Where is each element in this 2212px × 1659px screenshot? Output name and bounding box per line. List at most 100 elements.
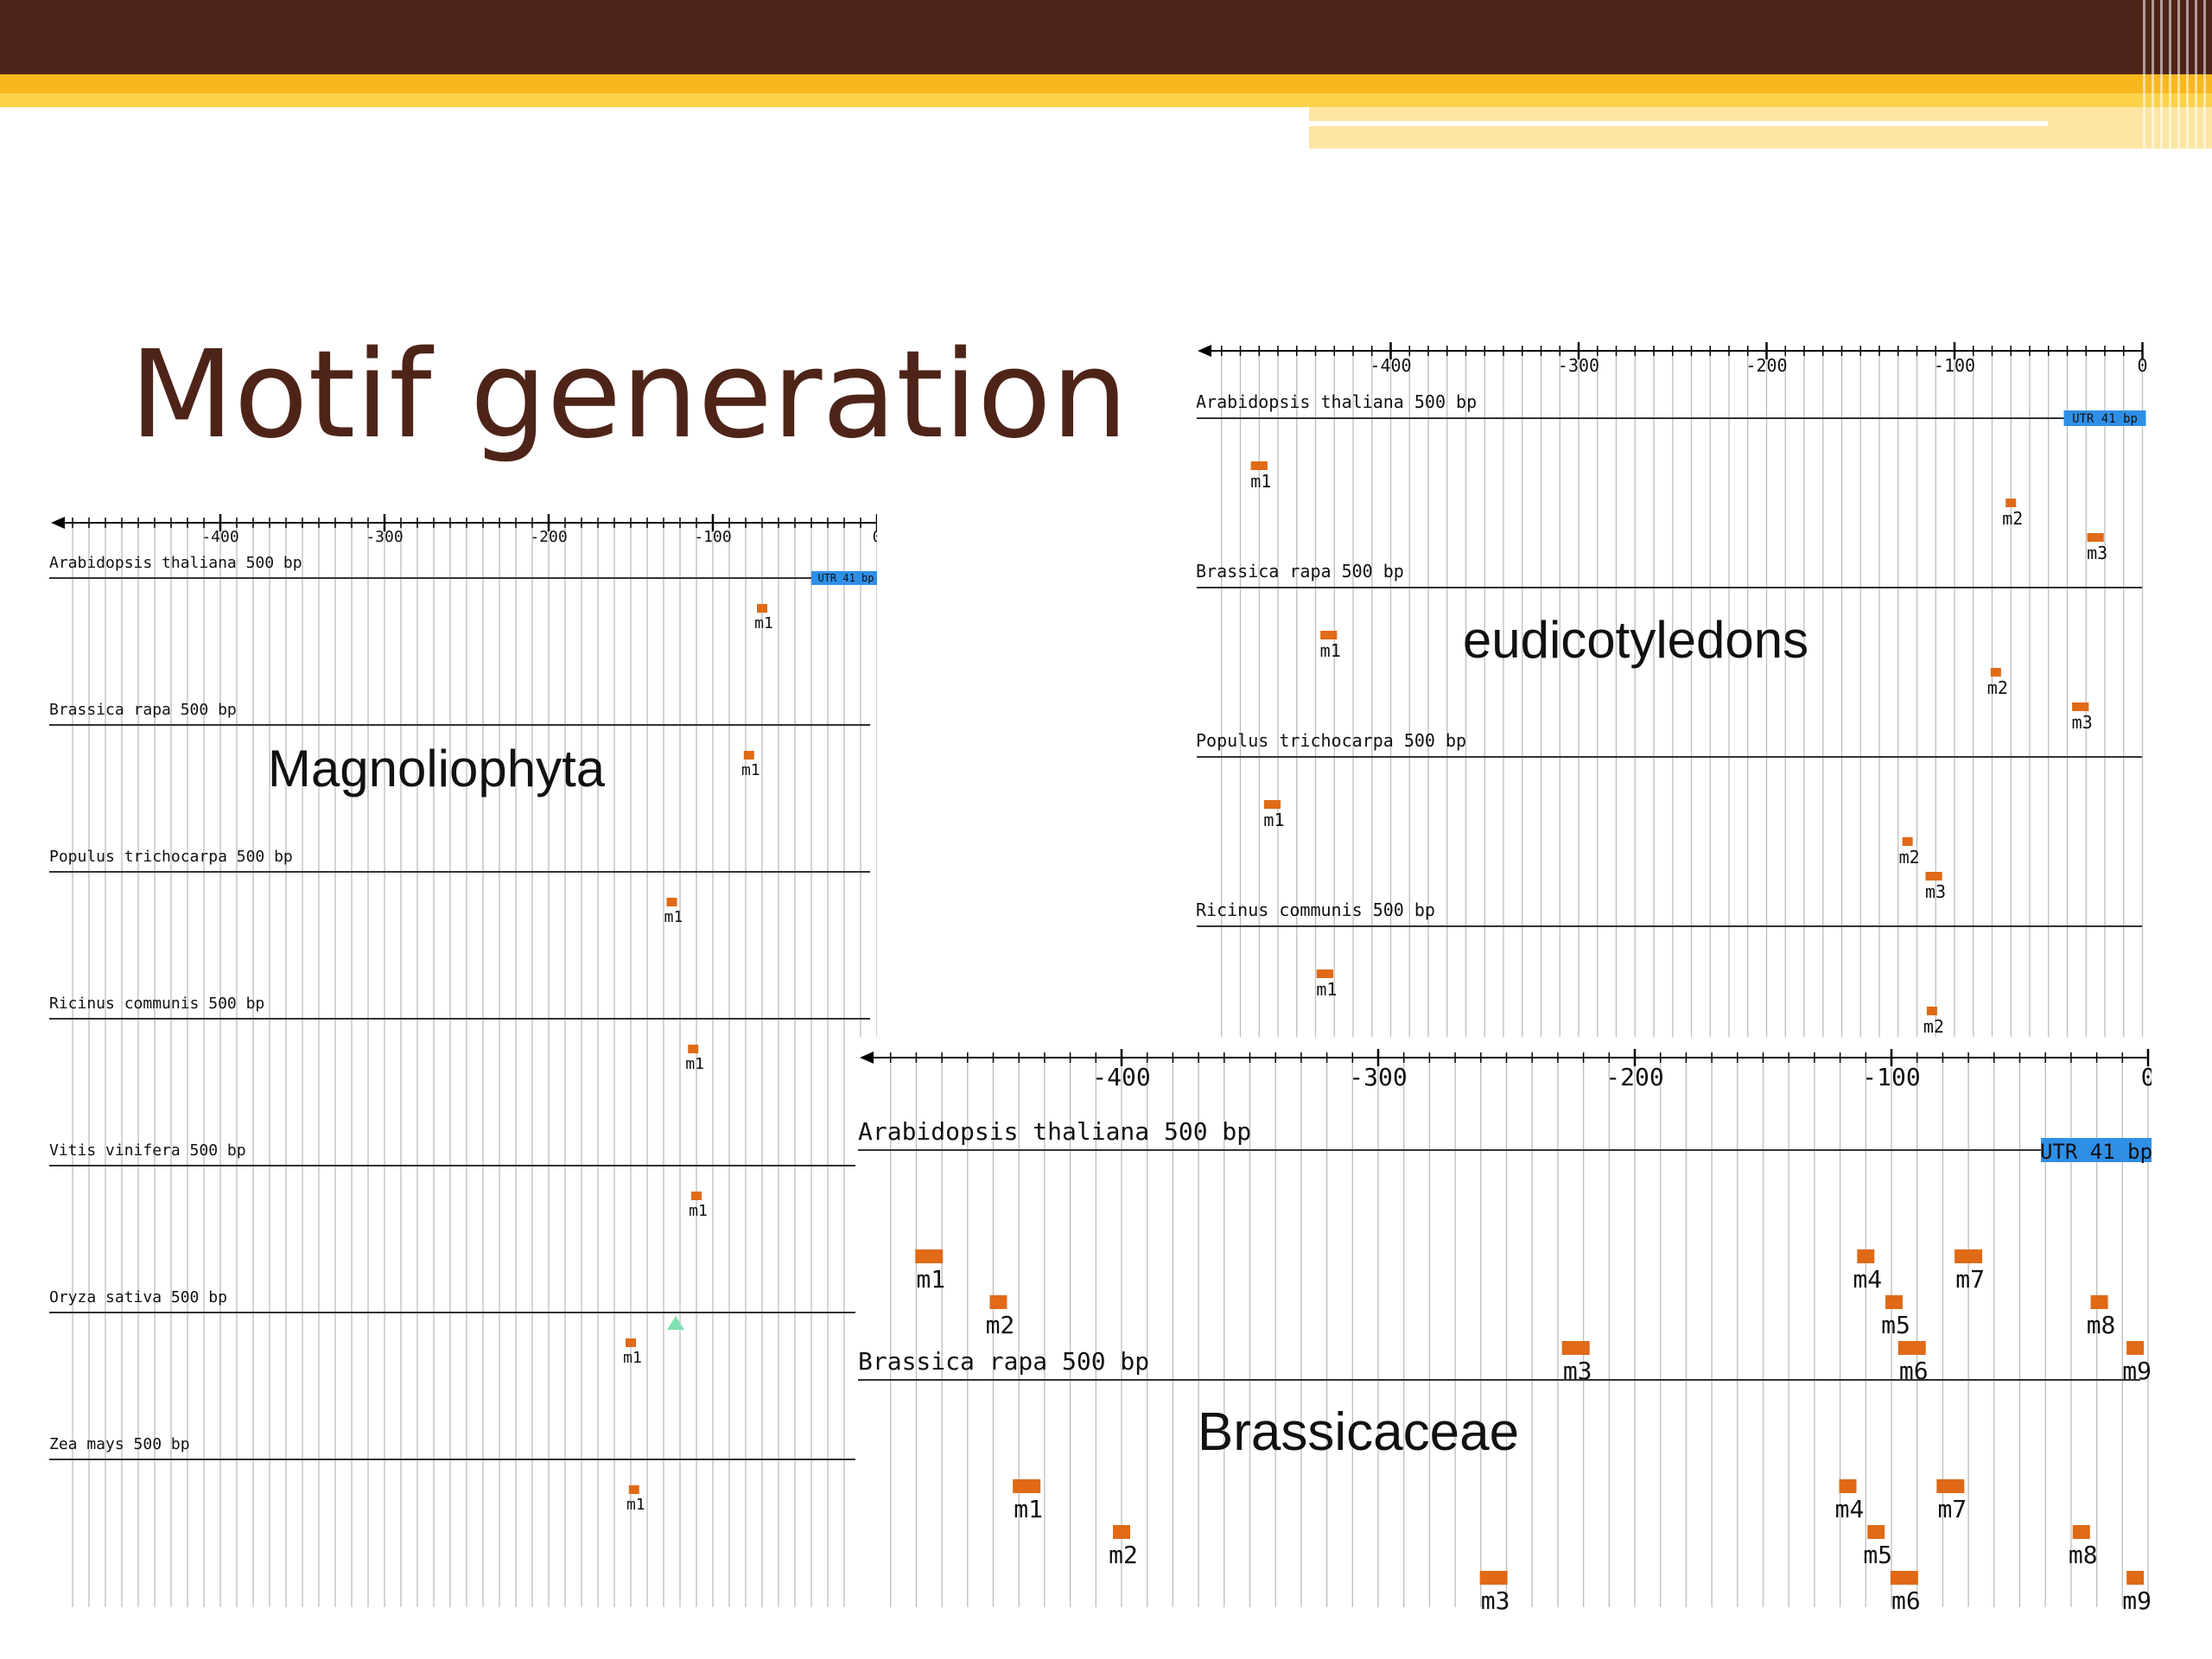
motif-box — [1902, 837, 1913, 846]
utr-block — [2041, 1138, 2152, 1162]
axis-tick-label: -400 — [1092, 1063, 1150, 1091]
motif-label: m2 — [986, 1311, 1015, 1339]
motif-label: m1 — [1014, 1495, 1043, 1523]
motif-label: m2 — [1109, 1541, 1138, 1569]
species-label: Vitis vinifera 500 bp — [49, 1141, 246, 1160]
utr-label: UTR 41 bp — [817, 572, 874, 584]
motif-box — [1561, 1341, 1590, 1355]
gridlines — [1221, 351, 2144, 1051]
motif-label: m2 — [2002, 508, 2023, 529]
species-label: Oryza sativa 500 bp — [49, 1288, 227, 1306]
motif-label: m8 — [2087, 1311, 2116, 1339]
group-label: Magnoliophyta — [268, 740, 606, 798]
motif-box — [1925, 872, 1942, 880]
axis-tick-label: -200 — [530, 528, 567, 546]
motif-label: m5 — [1881, 1311, 1910, 1339]
motif-label: m3 — [1563, 1357, 1592, 1385]
group-label: eudicotyledons — [1463, 611, 1808, 669]
motif-label: m1 — [754, 614, 773, 632]
motif-box — [2005, 499, 2017, 507]
motif-label: m2 — [1987, 677, 2008, 698]
brassicaceae-panel: -400 -300 -200 -100 0 Arabidopsis thaliana 50… — [855, 1037, 2152, 1624]
axis-tick-label: -300 — [1349, 1063, 1407, 1091]
motif-box — [1926, 1007, 1937, 1015]
axis-tick-label: -200 — [1745, 355, 1787, 376]
motif-box — [2126, 1341, 2145, 1355]
motif-box — [1990, 668, 2001, 677]
motif-box — [2072, 702, 2089, 711]
motif-box — [666, 898, 677, 906]
header-band-gold-light — [0, 93, 2212, 107]
motif-box — [1955, 1249, 1983, 1263]
motif-box — [1857, 1249, 1875, 1263]
header-band-dark — [0, 0, 2212, 74]
motif-box — [1316, 969, 1333, 978]
axis-tick-label: -400 — [201, 528, 238, 546]
axis-tick-label: -200 — [1605, 1063, 1663, 1091]
motif-label: m1 — [1250, 471, 1271, 492]
motif-label: m4 — [1835, 1495, 1865, 1523]
motif-label: m6 — [1899, 1357, 1929, 1385]
motif-label: m1 — [664, 908, 683, 926]
motif-box — [628, 1485, 639, 1494]
motif-box — [1897, 1341, 1926, 1355]
page-title: Motif generation — [130, 325, 1128, 466]
utr-block — [811, 571, 877, 585]
motif-box — [743, 751, 754, 760]
motif-label: m1 — [1316, 979, 1337, 1000]
motif-label: m2 — [1899, 847, 1920, 868]
species-label: Ricinus communis 500 bp — [1197, 899, 1435, 920]
axis-tick-label: -100 — [694, 528, 731, 546]
motif-label: m3 — [1481, 1586, 1510, 1615]
axis-tick-label: 0 — [873, 528, 877, 546]
species-label: Ricinus communis 500 bp — [49, 995, 264, 1013]
species-label: Arabidopsis thaliana 500 bp — [49, 554, 302, 572]
motif-box — [1885, 1295, 1903, 1309]
axis-tick-label: -400 — [1370, 355, 1411, 376]
motif-box — [1890, 1571, 1918, 1585]
gridlines — [72, 523, 877, 1607]
motif-box — [1839, 1479, 1857, 1493]
axis-tick-label: -300 — [1558, 355, 1599, 376]
motif-box — [1250, 461, 1268, 470]
motif-label: m1 — [685, 1055, 704, 1073]
motif-label: m1 — [1263, 810, 1284, 830]
header-band-line — [1309, 121, 2048, 126]
header-band-gold — [0, 74, 2212, 93]
motif-box — [989, 1295, 1007, 1309]
axis-tick-label: -100 — [1934, 355, 1975, 376]
motif-label: m9 — [2122, 1357, 2152, 1385]
axis-arrow — [1198, 345, 1211, 357]
motif-box — [1263, 800, 1281, 809]
motif-label: m7 — [1937, 1495, 1967, 1523]
motif-label: m5 — [1863, 1541, 1892, 1569]
motif-box — [626, 1338, 636, 1347]
motif-label: m8 — [2069, 1541, 2098, 1569]
motif-box — [2087, 533, 2104, 542]
header-band-pale — [1309, 107, 2212, 149]
motif-label: m6 — [1891, 1586, 1921, 1615]
motif-label: m4 — [1853, 1265, 1882, 1294]
species-label: Populus trichocarpa 500 bp — [49, 848, 293, 866]
species-label: Brassica rapa 500 bp — [858, 1347, 1149, 1376]
motif-label: m1 — [1320, 640, 1341, 661]
species-label: Brassica rapa 500 bp — [49, 701, 237, 719]
species-label: Brassica rapa 500 bp — [1197, 561, 1404, 582]
axis-arrow — [860, 1052, 874, 1064]
motif-label: m3 — [2072, 712, 2093, 733]
utr-label: UTR 41 bp — [2040, 1140, 2152, 1164]
motif-label: m1 — [626, 1496, 645, 1514]
species-label: Arabidopsis thaliana 500 bp — [1197, 391, 1477, 412]
motif-box — [915, 1249, 944, 1263]
motif-label: m3 — [2087, 543, 2107, 563]
motif-box — [688, 1045, 699, 1053]
header-band-stripes — [2143, 0, 2212, 149]
motif-box — [2072, 1525, 2090, 1539]
magnoliophyta-panel: -400 -300 -200 -100 0 Arabidopsis thaliana 50… — [48, 505, 877, 1611]
utr-block — [2063, 410, 2146, 426]
motif-label: m1 — [916, 1265, 945, 1294]
axis-tick-label: -100 — [1862, 1063, 1920, 1091]
axis-tick-label: -300 — [365, 528, 403, 546]
insertion-marker — [667, 1316, 684, 1330]
motif-box — [1479, 1571, 1508, 1585]
